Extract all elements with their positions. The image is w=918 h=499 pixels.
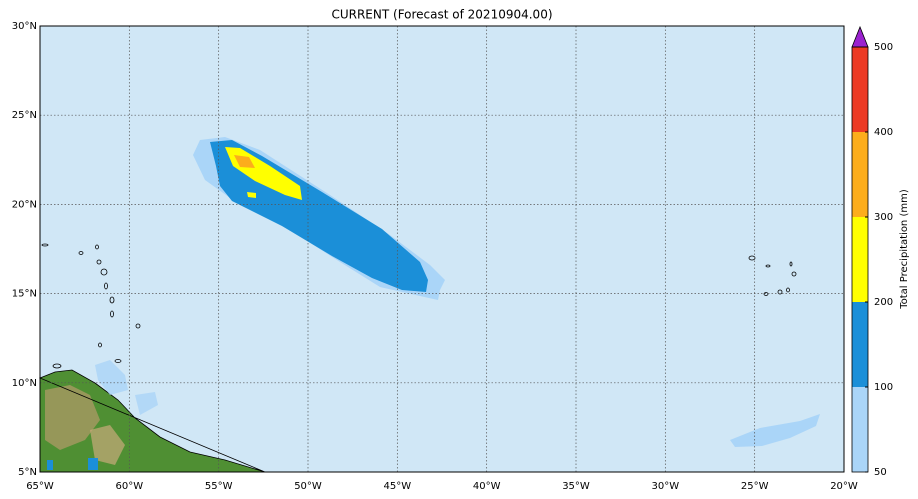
y-tick-label: 20°N <box>12 199 37 210</box>
x-tick-label: 65°W <box>26 481 54 492</box>
colorbar-tick-label: 400 <box>874 127 893 138</box>
x-tick-label: 25°W <box>741 481 769 492</box>
x-tick-label: 30°W <box>652 481 680 492</box>
x-tick-label: 45°W <box>384 481 412 492</box>
colorbar-segment <box>852 387 868 472</box>
map-frame <box>39 25 845 473</box>
colorbar-segment <box>852 47 868 132</box>
x-tick-label: 60°W <box>116 481 144 492</box>
colorbar-extend <box>851 25 869 48</box>
colorbar-tick-label: 300 <box>874 212 893 223</box>
x-tick-label: 35°W <box>562 481 590 492</box>
y-tick-label: 15°N <box>12 289 37 300</box>
colorbar-tick-label: 100 <box>874 382 893 393</box>
x-tick-label: 50°W <box>294 481 322 492</box>
colorbar-segment <box>852 302 868 387</box>
colorbar-label: Total Precipitation (mm) <box>899 189 910 310</box>
y-tick-label: 25°N <box>12 110 37 121</box>
colorbar-tick-label: 200 <box>874 297 893 308</box>
map-title: CURRENT (Forecast of 20210904.00) <box>331 8 552 22</box>
ocean <box>40 26 844 472</box>
colorbar-tick-label: 500 <box>874 42 893 53</box>
x-tick-label: 55°W <box>205 481 233 492</box>
y-tick-label: 30°N <box>12 21 37 32</box>
x-tick-label: 20°W <box>830 481 858 492</box>
islands <box>41 243 797 369</box>
y-tick-label: 10°N <box>12 378 37 389</box>
colorbar-tick-label: 50 <box>874 467 887 478</box>
colorbar-segment <box>852 132 868 217</box>
precipitation <box>95 137 820 447</box>
colorbar-frame <box>851 46 869 473</box>
colorbar-segment <box>852 217 868 302</box>
y-tick-label: 5°N <box>18 467 37 478</box>
x-tick-label: 40°W <box>473 481 501 492</box>
land <box>38 369 266 473</box>
